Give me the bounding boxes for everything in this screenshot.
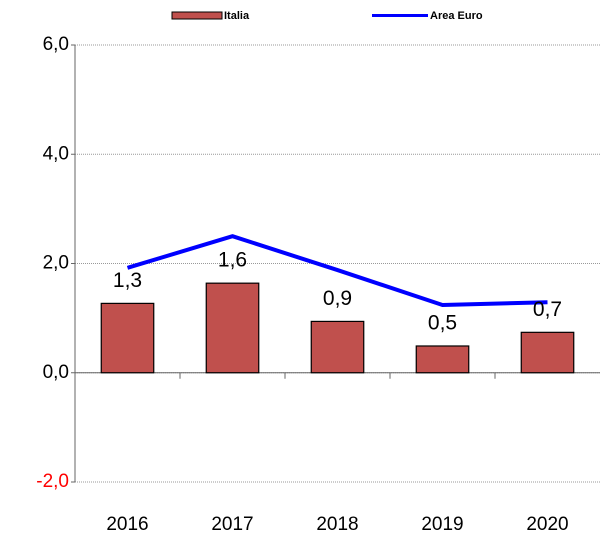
y-tick-label: 2,0 <box>43 253 69 274</box>
x-tick-label: 2016 <box>106 514 148 535</box>
y-tick-label: -2,0 <box>36 471 69 492</box>
x-tick-label: 2018 <box>316 514 358 535</box>
y-tick-label: 4,0 <box>43 143 69 164</box>
bar <box>415 345 470 374</box>
value-label: 0,7 <box>533 298 562 321</box>
bar <box>100 302 155 374</box>
value-label: 1,6 <box>218 249 247 272</box>
value-label: 1,3 <box>113 269 142 292</box>
value-label: 0,5 <box>428 312 457 335</box>
legend-swatch <box>171 11 223 20</box>
line <box>126 234 548 308</box>
y-tick-label: 0,0 <box>43 362 69 383</box>
bar <box>520 331 575 374</box>
bar <box>310 320 365 374</box>
value-label: 0,9 <box>323 287 352 310</box>
legend-label: Area Euro <box>430 10 483 22</box>
x-tick-label: 2019 <box>421 514 463 535</box>
y-tick-label: 6,0 <box>43 34 69 55</box>
x-tick-label: 2020 <box>526 514 568 535</box>
bar <box>205 282 260 374</box>
x-tick-label: 2017 <box>211 514 253 535</box>
legend-label: Italia <box>224 10 250 22</box>
